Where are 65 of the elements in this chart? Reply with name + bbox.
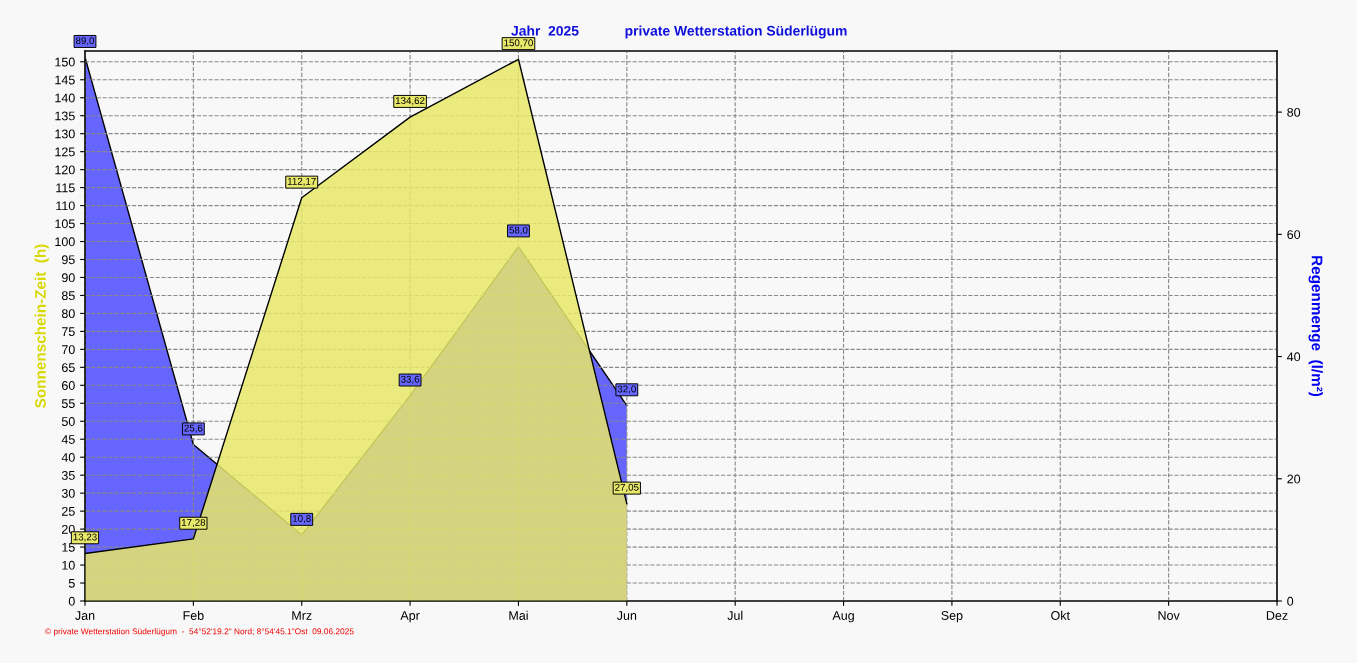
data-label: 58,0 [509, 226, 528, 235]
data-label: 25,6 [184, 424, 203, 433]
data-label: 27,05 [615, 483, 639, 492]
y-tick-label: 60 [62, 381, 75, 390]
data-label: 13,23 [73, 533, 97, 542]
y-tick-label: 45 [61, 435, 75, 444]
y-tick-label: 40 [61, 453, 75, 462]
y-tick-label: 130 [55, 129, 75, 139]
y-tick-label: 90 [61, 273, 75, 283]
x-tick-label: Okt [1051, 610, 1070, 620]
chart-subtitle: private Wetterstation Süderlügum [625, 25, 847, 39]
x-tick-label: Sep [941, 611, 963, 623]
y-tick-label: 115 [56, 183, 75, 193]
y-tick-label: 140 [55, 93, 75, 103]
data-label: 112,17 [287, 177, 316, 186]
y-tick-label: 30 [61, 488, 75, 498]
data-label: 17,28 [181, 518, 206, 527]
y2-tick-label: 0 [1287, 596, 1294, 606]
y-tick-label: 135 [55, 111, 75, 121]
y-tick-label: 25 [62, 506, 75, 516]
y-tick-label: 95 [61, 255, 75, 265]
y-tick-label: 20 [62, 524, 75, 534]
x-tick-label: Feb [183, 610, 204, 620]
y2-tick-label: 80 [1287, 107, 1301, 117]
chart-title: Jahr 2025 [511, 25, 579, 36]
y-axis-title: Sonnenschein-Zeit (h) [34, 244, 49, 408]
y-tick-label: 125 [55, 147, 75, 157]
y2-tick-label: 20 [1287, 474, 1301, 484]
x-tick-label: Aug [832, 611, 854, 623]
y-tick-label: 70 [62, 345, 75, 355]
y-tick-label: 145 [55, 75, 75, 85]
y-tick-label: 105 [55, 219, 75, 229]
y-tick-label: 150 [55, 57, 75, 67]
y-tick-label: 10 [62, 560, 75, 570]
y-tick-label: 0 [68, 596, 75, 606]
y2-tick-label: 40 [1287, 352, 1301, 362]
x-tick-label: Jan [75, 611, 95, 620]
y-tick-label: 35 [61, 470, 75, 480]
x-tick-label: Dez [1266, 611, 1288, 620]
data-label: 33,6 [401, 375, 420, 384]
y-tick-label: 15 [62, 543, 75, 552]
y-tick-label: 50 [61, 417, 75, 426]
x-tick-label: Mai [509, 610, 528, 620]
x-tick-label: Apr [400, 611, 420, 623]
x-tick-label: Mrz [292, 611, 312, 620]
y-tick-label: 120 [55, 165, 75, 175]
data-label: 89,0 [75, 37, 95, 46]
x-tick-label: Jul [727, 610, 743, 620]
data-label: 10,8 [293, 515, 311, 524]
data-label: 134,62 [395, 97, 425, 106]
data-label: 32,0 [617, 385, 636, 394]
y-tick-label: 65 [62, 363, 75, 372]
y-tick-label: 75 [62, 327, 75, 337]
y-tick-label: 100 [55, 237, 75, 247]
y-tick-label: 85 [61, 291, 75, 301]
y-tick-label: 110 [56, 201, 75, 211]
y2-tick-label: 60 [1287, 230, 1301, 239]
x-tick-label: Nov [1158, 611, 1180, 620]
text: © private Wetterstation Süderlügum - 54°52'19.2" Nord; 8°54'45.1"Ost 09.06.2025 [45, 628, 354, 636]
y-tick-label: 80 [61, 309, 75, 319]
data-label: 150,70 [504, 39, 533, 48]
y-tick-label: 55 [61, 399, 75, 408]
y-tick-label: 5 [68, 578, 75, 588]
y2-axis-title: Regenmenge (l/m²) [1308, 256, 1323, 397]
x-tick-label: Jun [616, 611, 637, 620]
